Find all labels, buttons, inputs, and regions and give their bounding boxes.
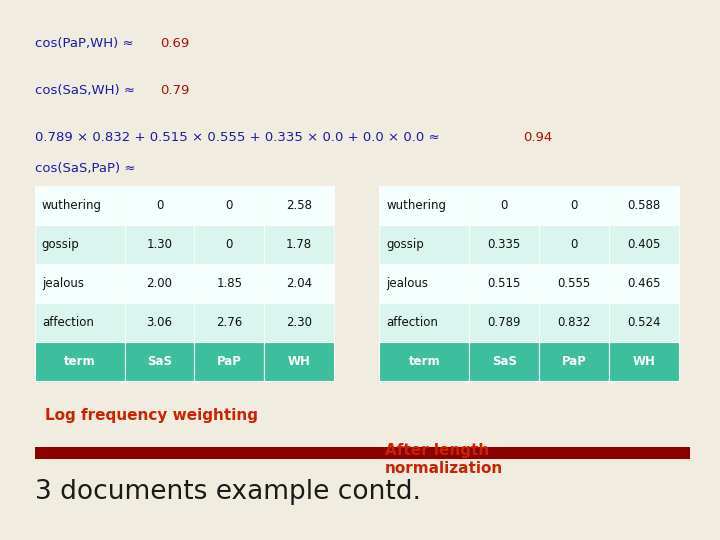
Text: PaP: PaP [217,355,242,368]
Text: 3 documents example contd.: 3 documents example contd. [35,480,420,505]
Text: 2.04: 2.04 [286,277,312,290]
Text: PaP: PaP [562,355,587,368]
FancyBboxPatch shape [469,303,539,342]
FancyBboxPatch shape [609,264,679,303]
Text: 0: 0 [570,238,578,251]
Text: jealous: jealous [42,277,84,290]
Text: 0.555: 0.555 [557,277,591,290]
FancyBboxPatch shape [379,342,469,381]
FancyBboxPatch shape [35,186,125,225]
FancyBboxPatch shape [609,186,679,225]
Text: 3.06: 3.06 [146,316,173,329]
FancyBboxPatch shape [609,303,679,342]
FancyBboxPatch shape [194,342,264,381]
Text: 2.30: 2.30 [286,316,312,329]
Text: 2.76: 2.76 [216,316,243,329]
FancyBboxPatch shape [194,186,264,225]
FancyBboxPatch shape [609,342,679,381]
FancyBboxPatch shape [264,225,334,264]
FancyBboxPatch shape [539,225,609,264]
Text: 0: 0 [570,199,578,212]
Text: WH: WH [633,355,655,368]
Text: 0.405: 0.405 [627,238,661,251]
Text: 2.58: 2.58 [286,199,312,212]
Text: 0.588: 0.588 [627,199,661,212]
Text: 0.335: 0.335 [487,238,521,251]
Text: 0.789: 0.789 [487,316,521,329]
Text: jealous: jealous [387,277,428,290]
FancyBboxPatch shape [125,303,194,342]
Text: 0.94: 0.94 [523,131,552,144]
FancyBboxPatch shape [35,303,125,342]
Text: 0: 0 [225,199,233,212]
Text: 0: 0 [225,238,233,251]
Text: cos(SaS,WH) ≈: cos(SaS,WH) ≈ [35,84,139,97]
FancyBboxPatch shape [264,303,334,342]
Text: 0.79: 0.79 [160,84,189,97]
Text: 0.789 × 0.832 + 0.515 × 0.555 + 0.335 × 0.0 + 0.0 × 0.0 ≈: 0.789 × 0.832 + 0.515 × 0.555 + 0.335 × … [35,131,444,144]
Text: wuthering: wuthering [42,199,102,212]
Text: gossip: gossip [42,238,79,251]
FancyBboxPatch shape [35,342,125,381]
Text: affection: affection [42,316,94,329]
FancyBboxPatch shape [539,186,609,225]
Text: term: term [64,355,95,368]
Text: cos(PaP,WH) ≈: cos(PaP,WH) ≈ [35,37,138,50]
FancyBboxPatch shape [539,264,609,303]
FancyBboxPatch shape [379,186,469,225]
FancyBboxPatch shape [469,342,539,381]
FancyBboxPatch shape [539,303,609,342]
FancyBboxPatch shape [194,303,264,342]
FancyBboxPatch shape [379,225,469,264]
Text: 2.00: 2.00 [146,277,173,290]
Text: SaS: SaS [492,355,517,368]
Text: 0.832: 0.832 [557,316,591,329]
Text: 0.524: 0.524 [627,316,661,329]
FancyBboxPatch shape [469,225,539,264]
Text: Log frequency weighting: Log frequency weighting [45,408,258,423]
FancyBboxPatch shape [379,264,469,303]
Text: 0: 0 [500,199,508,212]
FancyBboxPatch shape [194,264,264,303]
FancyBboxPatch shape [469,264,539,303]
Text: WH: WH [288,355,310,368]
FancyBboxPatch shape [35,264,125,303]
Text: gossip: gossip [387,238,424,251]
Text: 0.69: 0.69 [160,37,189,50]
Text: 1.85: 1.85 [216,277,243,290]
Text: 0: 0 [156,199,163,212]
Text: 0.515: 0.515 [487,277,521,290]
Text: 1.78: 1.78 [286,238,312,251]
Text: cos(SaS,PaP) ≈: cos(SaS,PaP) ≈ [35,162,135,175]
Text: 0.465: 0.465 [627,277,661,290]
FancyBboxPatch shape [609,225,679,264]
Text: affection: affection [387,316,438,329]
FancyBboxPatch shape [125,342,194,381]
Text: wuthering: wuthering [387,199,446,212]
FancyBboxPatch shape [125,186,194,225]
Text: SaS: SaS [147,355,172,368]
Text: term: term [409,355,440,368]
Text: After length
normalization: After length normalization [385,443,503,476]
FancyBboxPatch shape [35,447,690,459]
FancyBboxPatch shape [264,264,334,303]
FancyBboxPatch shape [379,303,469,342]
FancyBboxPatch shape [125,264,194,303]
FancyBboxPatch shape [264,342,334,381]
Text: 1.30: 1.30 [146,238,173,251]
FancyBboxPatch shape [194,225,264,264]
FancyBboxPatch shape [35,225,125,264]
FancyBboxPatch shape [125,225,194,264]
FancyBboxPatch shape [539,342,609,381]
FancyBboxPatch shape [469,186,539,225]
FancyBboxPatch shape [264,186,334,225]
